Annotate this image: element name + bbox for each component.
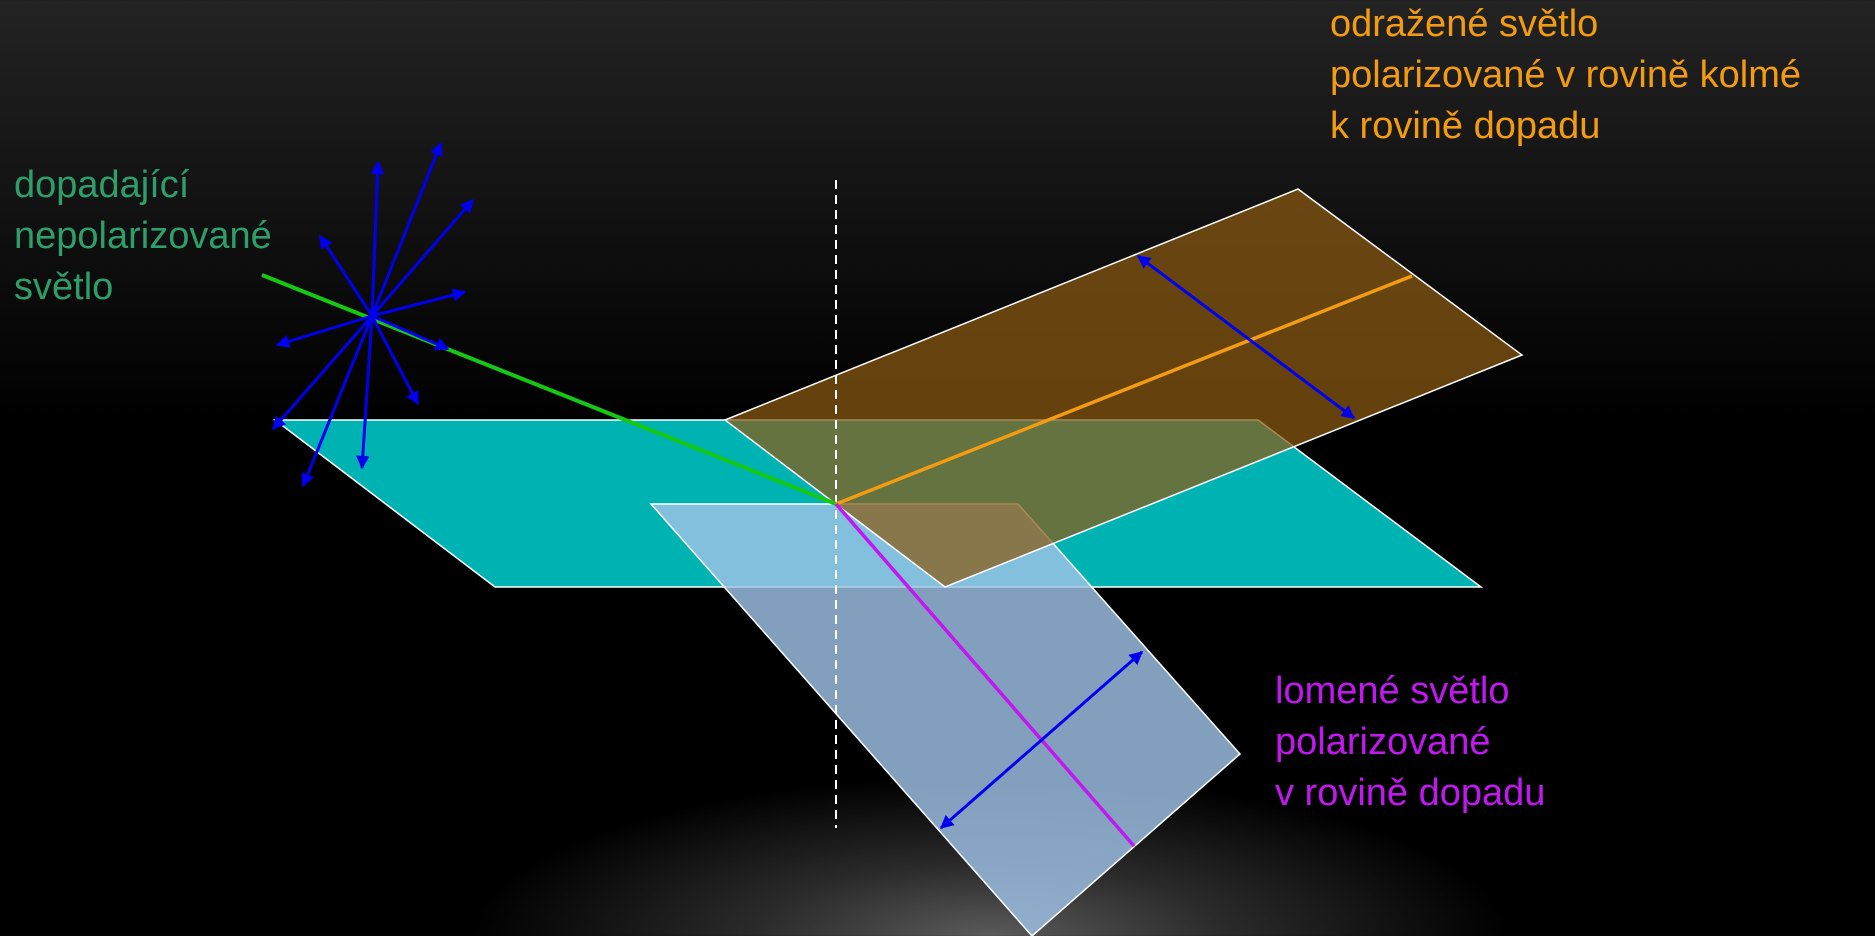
- reflected-label-line-2: polarizované v rovině kolmé: [1330, 54, 1802, 96]
- refracted-light-label: lomené světlo polarizované v rovině dopa…: [1275, 666, 1545, 819]
- incident-light-label: dopadající nepolarizované světlo: [14, 160, 272, 313]
- incident-label-line-3: světlo: [14, 266, 114, 308]
- refracted-label-line-3: v rovině dopadu: [1275, 772, 1546, 814]
- reflected-polarization-double-arrow-icon: [1136, 254, 1356, 420]
- incident-label-line-2: nepolarizované: [14, 215, 272, 257]
- reflected-label-line-1: odražené světlo: [1330, 3, 1599, 45]
- reflected-light-label: odražené světlo polarizované v rovině ko…: [1330, 0, 1801, 152]
- incident-ray: [261, 273, 837, 506]
- reflected-label-line-3: k rovině dopadu: [1330, 105, 1601, 147]
- refracted-label-line-2: polarizované: [1275, 721, 1491, 763]
- unpolarized-light-star-icon: [271, 141, 475, 488]
- refracted-polarization-double-arrow-icon: [939, 650, 1144, 830]
- refracted-label-line-1: lomené světlo: [1275, 670, 1510, 712]
- incident-label-line-1: dopadající: [14, 164, 190, 206]
